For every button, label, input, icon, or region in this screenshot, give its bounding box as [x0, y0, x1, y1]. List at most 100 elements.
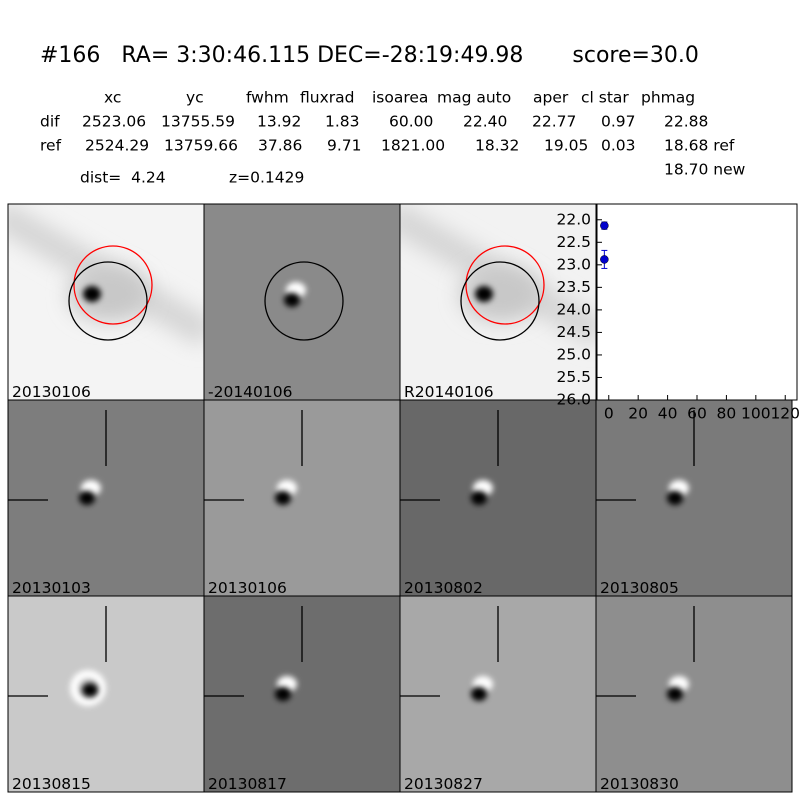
plot-bg	[596, 203, 798, 401]
y-tick-label: 22.0	[556, 210, 591, 228]
table-cell: 13759.66	[164, 137, 238, 155]
black-circle	[68, 261, 148, 341]
y-tick-label: 23.5	[556, 278, 591, 296]
plot: 22.0 22.5 23.0 23.5 24.0 24.5 25.0 25.5 26.0 0 20 4…	[556, 203, 800, 423]
table-cell: 13.92	[257, 113, 301, 131]
stamp-label: 20130802	[404, 579, 483, 597]
ring	[70, 670, 106, 706]
table-cell: 0.03	[601, 137, 636, 155]
column-header: isoarea	[372, 89, 428, 107]
stamp-label: 20130827	[404, 775, 483, 793]
point	[600, 221, 609, 230]
x-tick-label: 80	[717, 405, 737, 423]
x-tick-label: 100	[741, 405, 771, 423]
table-cell: 60.00	[389, 113, 433, 131]
source-dark	[471, 491, 487, 505]
source	[475, 286, 493, 302]
stamp-label: 20130106	[12, 383, 91, 401]
stamp: 20130830	[595, 595, 793, 793]
stamp: 20130802	[399, 399, 597, 597]
table-cell: 2524.29	[85, 137, 149, 155]
stamp: 20130827	[399, 595, 597, 793]
column-header: yc	[186, 89, 204, 107]
x-tick-label: 20	[628, 405, 648, 423]
stamp-label: R20140106	[404, 383, 494, 401]
source-dark	[284, 293, 300, 307]
stamp-label: 20130106	[208, 579, 287, 597]
stamp-label: 20130805	[600, 579, 679, 597]
host	[460, 266, 540, 322]
y-tick-label: 24.0	[556, 300, 591, 318]
table-cell: 1.83	[325, 113, 360, 131]
source-dark	[471, 687, 487, 701]
stamp-image	[8, 204, 204, 400]
stamp: 20130106	[203, 399, 401, 597]
column-header: xc	[104, 89, 121, 107]
stamp-frame	[595, 595, 793, 793]
column-header: aper	[533, 89, 569, 107]
extra-mag: 18.70 new	[664, 161, 746, 179]
table-cell: 9.71	[327, 137, 362, 155]
table-cell: 22.88	[664, 113, 708, 131]
stamp: 20130817	[203, 595, 401, 793]
stamp-label: 20130103	[12, 579, 91, 597]
source-dark	[79, 491, 95, 505]
table-cell: ref	[40, 137, 62, 155]
y-tick-label: 25.0	[556, 345, 591, 363]
y-tick-label: 26.0	[556, 391, 591, 409]
y-tick-label: 23.0	[556, 255, 591, 273]
table-cell: 22.77	[532, 113, 576, 131]
x-tick-label: 120	[770, 405, 800, 423]
y-tick-label: 25.5	[556, 368, 591, 386]
point	[600, 255, 609, 264]
black-circle	[460, 261, 540, 341]
table-cell: dif	[40, 113, 60, 131]
x-tick-label: 40	[658, 405, 678, 423]
table-cell: 18.68 ref	[664, 137, 735, 155]
source-dark	[82, 683, 98, 697]
redshift: z=0.1429	[229, 169, 304, 187]
red-circle	[73, 245, 153, 325]
column-header: fwhm	[246, 89, 289, 107]
stamp: 20130805	[595, 399, 793, 597]
stamp: 20130106	[7, 203, 205, 401]
source-dark	[275, 687, 291, 701]
column-header: mag auto	[437, 89, 511, 107]
y-tick-label: 24.5	[556, 323, 591, 341]
table-cell: 0.97	[601, 113, 636, 131]
table-cell: 37.86	[258, 137, 302, 155]
table-cell: 19.05	[544, 137, 588, 155]
stamp-bg	[204, 204, 400, 400]
black-circle	[264, 261, 344, 341]
table-cell: 2523.06	[82, 113, 146, 131]
source-dark	[667, 491, 683, 505]
stamp-label: 20130815	[12, 775, 91, 793]
dist: dist= 4.24	[80, 169, 166, 187]
y-tick-label: 22.5	[556, 233, 591, 251]
stamps: 20130106 -20140106 R20140106 20130103 201301…	[7, 203, 793, 793]
host	[68, 266, 148, 322]
stamp-label: 20130817	[208, 775, 287, 793]
stamp-image	[204, 204, 400, 400]
column-header: cl star	[581, 89, 629, 107]
table-cell: 1821.00	[381, 137, 445, 155]
x-tick-label: 60	[687, 405, 707, 423]
stamp-image	[400, 204, 596, 400]
stamp-label: 20130830	[600, 775, 679, 793]
stamp: 20130103	[7, 399, 205, 597]
stamp: -20140106	[203, 203, 401, 401]
table-cell: 13755.59	[161, 113, 235, 131]
table-cell: 22.40	[463, 113, 507, 131]
source	[83, 286, 101, 302]
table-cell: 18.32	[475, 137, 519, 155]
stamp-label: -20140106	[208, 383, 293, 401]
stamp: 20130815	[7, 595, 205, 793]
source-dark	[667, 687, 683, 701]
column-header: fluxrad	[300, 89, 354, 107]
red-circle	[465, 245, 545, 325]
stamp: R20140106	[399, 203, 597, 401]
x-tick-label: 0	[604, 405, 614, 423]
source-dark	[275, 491, 291, 505]
column-header: phmag	[641, 89, 695, 107]
